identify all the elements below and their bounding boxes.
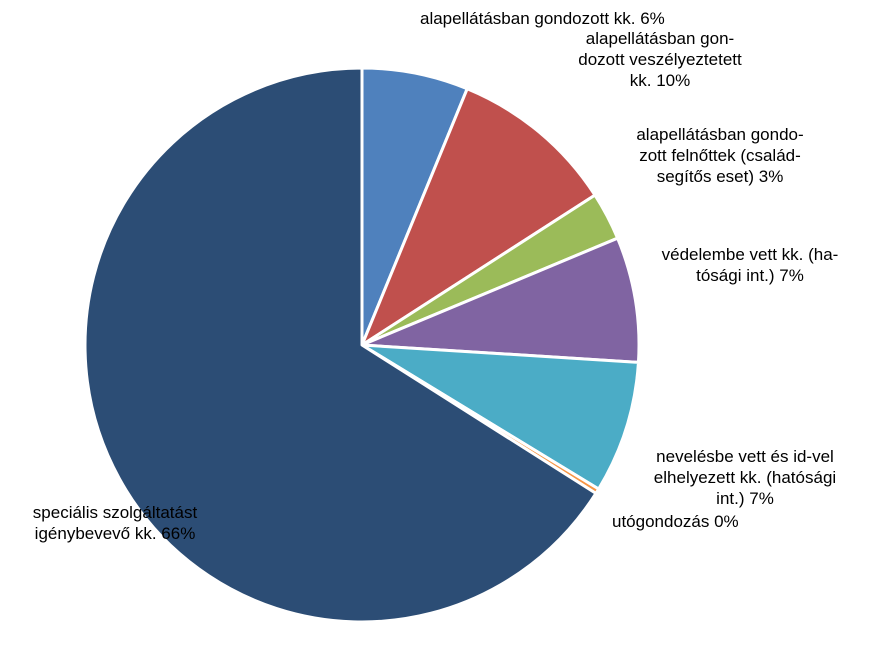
- slice-label-adults-family-support: alapellátásban gondo- zott felnőttek (cs…: [600, 124, 840, 187]
- slice-label-foster-care-children: nevelésbe vett és id-vel elhelyezett kk.…: [620, 446, 870, 509]
- slice-label-special-services: speciális szolgáltatást igénybevevő kk. …: [0, 502, 230, 544]
- slice-label-protected-children: védelembe vett kk. (ha- tósági int.) 7%: [630, 244, 870, 286]
- slice-label-aftercare: utógondozás 0%: [612, 511, 739, 532]
- slice-label-primary-care-children: alapellátásban gondozott kk. 6%: [420, 8, 665, 29]
- slice-label-endangered-children: alapellátásban gon- dozott veszélyeztete…: [550, 28, 770, 91]
